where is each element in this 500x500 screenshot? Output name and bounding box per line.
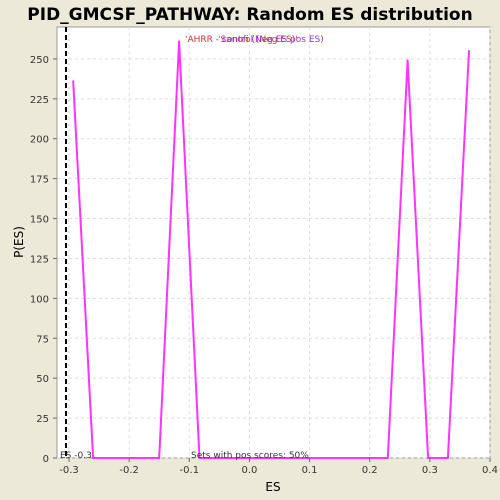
data-point [386, 457, 389, 459]
y-tick-label: 150 [30, 215, 49, 226]
x-tick-label: 0.4 [482, 465, 498, 476]
y-tick-label: 25 [36, 414, 49, 425]
y-tick-label: 200 [30, 135, 49, 146]
y-axis-label: P(ES) [12, 226, 26, 258]
y-tick-label: 125 [30, 254, 49, 265]
y-tick-label: 50 [36, 374, 49, 385]
data-point [406, 59, 409, 62]
es-marker-label: ES -0.3 [60, 451, 92, 461]
x-axis-label: ES [265, 480, 280, 494]
x-tick-label: 0.3 [422, 465, 438, 476]
x-tick-label: -0.1 [180, 465, 200, 476]
data-point [427, 457, 430, 459]
legend-text-ahrr: 'AHRR - control (Neg ES)' [185, 35, 298, 45]
y-tick-label: 100 [30, 294, 49, 305]
data-point [158, 457, 161, 459]
x-tick-label: -0.2 [119, 465, 139, 476]
y-tick-label: 225 [30, 95, 49, 106]
x-tick-label: 0.0 [241, 465, 257, 476]
y-tick-label: 175 [30, 175, 49, 186]
y-tick-label: 250 [30, 55, 49, 66]
x-tick-label: 0.1 [302, 465, 318, 476]
grid-lines [57, 27, 491, 459]
data-point [178, 40, 181, 43]
data-point [92, 457, 95, 459]
data-point [72, 80, 75, 83]
axis-layer: 0 25 50 75 100 125 150 175 200 225 250 -0.3 -0.2 -0.1… [30, 55, 498, 476]
data-point [467, 49, 470, 52]
x-tick-label: -0.3 [59, 465, 79, 476]
pos-scores-label: Sets with pos scores: 50% [191, 451, 309, 461]
series-layer [72, 40, 470, 459]
data-point [198, 457, 201, 459]
y-tick-label: 75 [36, 334, 49, 345]
data-point [446, 457, 449, 459]
legend-text-sanofi: 'Sanofi (Neg ES pos ES) [218, 35, 324, 45]
series-line [72, 40, 470, 459]
x-tick-label: 0.2 [362, 465, 378, 476]
chart-title: PID_GMCSF_PATHWAY: Random ES distributio… [27, 5, 472, 25]
y-tick-label: 0 [43, 454, 49, 465]
